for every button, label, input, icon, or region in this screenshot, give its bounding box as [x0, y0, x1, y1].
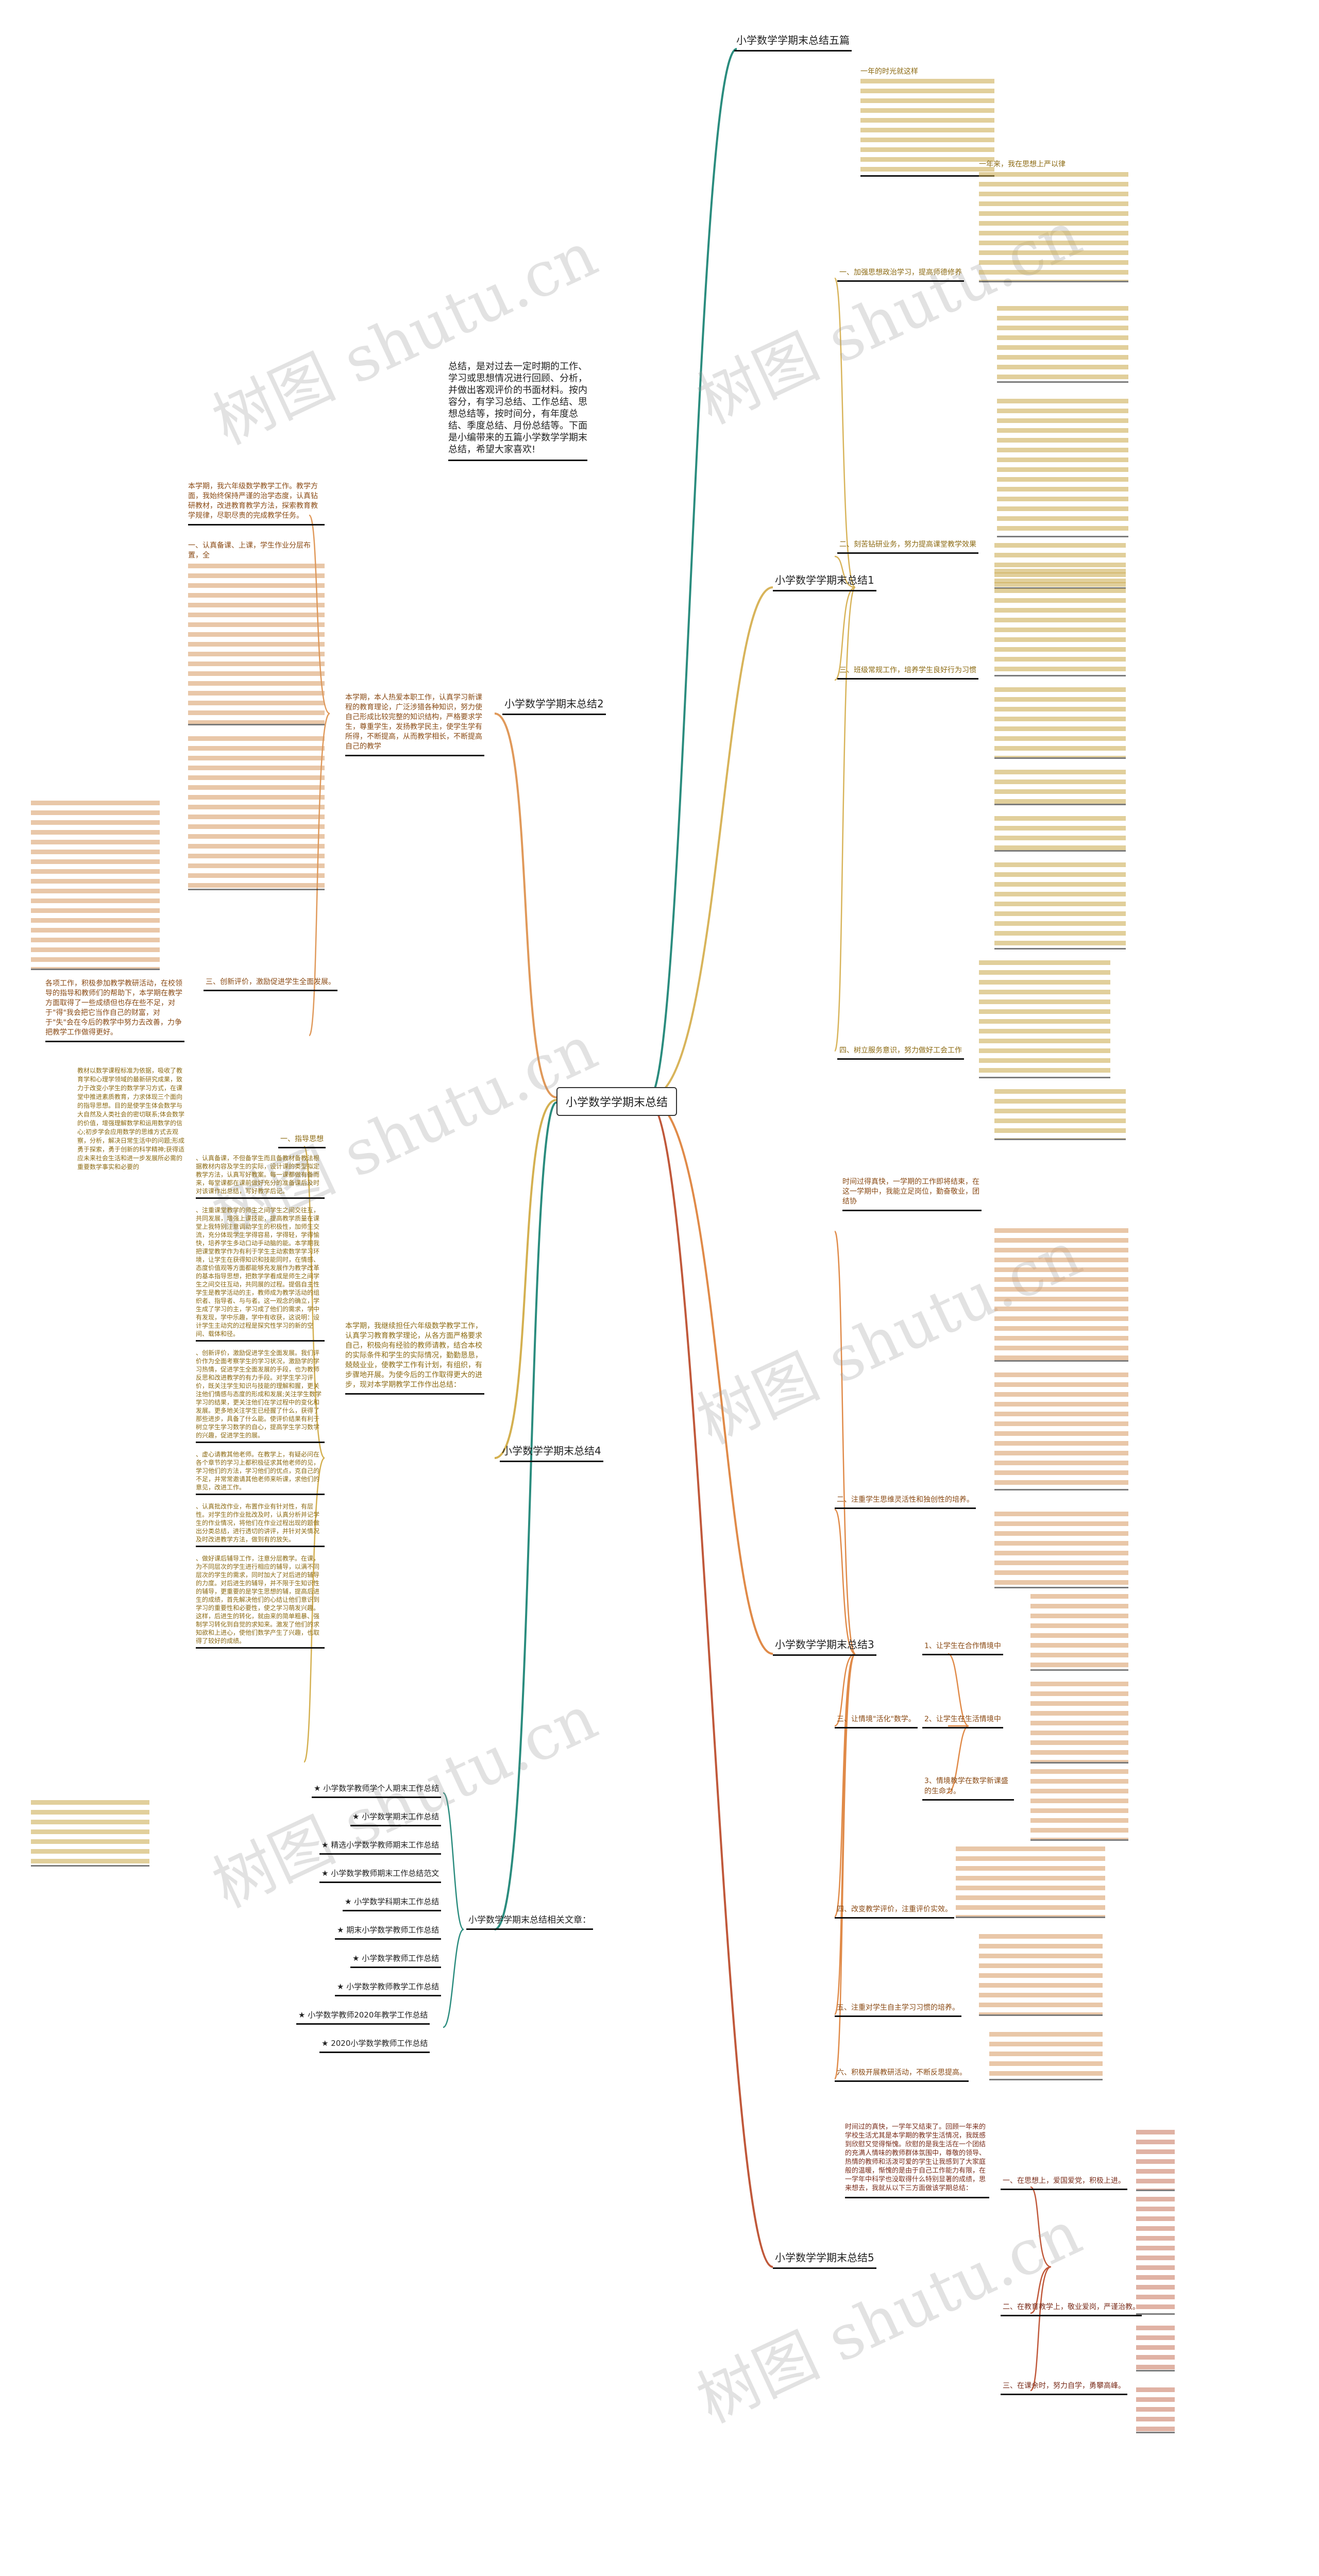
- link-b5: [649, 1101, 773, 2268]
- branch-related-articles[interactable]: 小学数学学期末总结相关文章：: [466, 1912, 593, 1930]
- b4-closing-paragraph: [31, 1798, 149, 1867]
- b4-intro: 本学期，我继续担任六年级数学教学工作，认真学习教育教学理论，从各方面严格要求自己…: [345, 1321, 484, 1395]
- branch-summary-3[interactable]: 小学数学学期末总结3: [773, 1636, 876, 1656]
- b3-sub3-item-3[interactable]: 3、情境教学在数学新课盛的生命力。: [922, 1775, 1014, 1801]
- b4-item-6: 、做好课后辅导工作，注意分层教学。在课，为不同层次的学生进行相应的辅导，以满不同…: [196, 1554, 325, 1649]
- link-related: [494, 1101, 557, 1930]
- b3-intro: 时间过得真快，一学期的工作即将结束，在这一学期中，我能立足岗位，勤奋敬业，团结协: [842, 1177, 982, 1211]
- related-article-link[interactable]: ★ 小学数学教师工作总结: [350, 1953, 442, 1968]
- b5-sub-3[interactable]: 三、在课余时，努力自学，勇攀高峰。: [1001, 2380, 1127, 2395]
- b1-sub-2[interactable]: 二、刻苦钻研业务，努力提高课堂教学效果: [837, 539, 978, 554]
- b3-paragraph: [1030, 1592, 1128, 1671]
- b3-paragraph: [1030, 1767, 1128, 1841]
- link-b1: [649, 586, 773, 1098]
- b1-paragraph: [979, 958, 1110, 1078]
- related-article-link[interactable]: ★ 小学数学科期末工作总结: [343, 1896, 442, 1911]
- intro-text: 总结，是对过去一定时期的工作、学习或思想情况进行回顾、分析，并做出客观评价的书面…: [448, 361, 587, 461]
- b2-paragraph: [188, 562, 325, 725]
- b1-sub-1[interactable]: 一、加强思想政治学习，提高师德修养: [837, 267, 964, 282]
- b4-item-4: 、虚心请教其他老师。在教学上，有疑必问在各个章节的学习上都积极征求其他老师的见，…: [196, 1450, 325, 1495]
- b1-paragraph: [994, 1087, 1126, 1140]
- b1-paragraph-start: 一年来，我在思想上严以律: [979, 160, 1066, 168]
- related-article-link[interactable]: ★ 小学数学教师教学工作总结: [335, 1981, 442, 1996]
- b5-paragraph: [1136, 2324, 1175, 2371]
- link-b4: [494, 1099, 557, 1459]
- related-article-link[interactable]: ★ 小学数学教师期末工作总结范文: [319, 1868, 442, 1883]
- b1-sub-4[interactable]: 四、树立服务意识，努力做好工会工作: [837, 1045, 964, 1060]
- b4-item-5: 、认真批改作业，布置作业有针对性，有层性。对学生的作业批改及时，认真分析并记学生…: [196, 1502, 325, 1547]
- related-article-link[interactable]: ★ 小学数学教师学个人期末工作总结: [312, 1783, 442, 1798]
- b1-paragraph: [997, 304, 1128, 383]
- b3-sub-4[interactable]: 四、改变教学评价，注重评价实效。: [835, 1904, 954, 1919]
- link-five: [649, 48, 737, 1098]
- link-b2: [494, 713, 557, 1098]
- b3-sub-2[interactable]: 二、注重学生思维灵活性和独创性的培养。: [835, 1494, 976, 1509]
- b1-paragraph: [994, 685, 1126, 759]
- b5-paragraph: [1136, 2195, 1175, 2315]
- central-topic[interactable]: 小学数学学期末总结: [556, 1087, 678, 1116]
- b2-closing: 各项工作，积极参加教学教研活动，在校领导的指导和教师们的帮助下，本学期在教学方面…: [45, 979, 184, 1042]
- b2-sub-3[interactable]: 三、创新评价，激励促进学生全面发展。: [204, 976, 337, 991]
- b4-item-2: 、注重课堂教学的师生之间学生之间交往互，共同发展，增强上课技能，提高教学质量在课…: [196, 1206, 325, 1342]
- b3-paragraph: [956, 1844, 1105, 1918]
- b4-sub-guide[interactable]: 一、指导思想: [278, 1133, 326, 1148]
- b3-sub-5[interactable]: 五、注重对学生自主学习习惯的培养。: [835, 2002, 961, 2017]
- related-article-link[interactable]: ★ 精选小学数学教师期末工作总结: [319, 1839, 442, 1855]
- b3-paragraph: [989, 2030, 1103, 2080]
- b1-paragraph: [994, 814, 1126, 852]
- b5-intro: 时间过的真快，一学年又结束了。回顾一年来的学校生活尤其是本学期的教学生活情况，我…: [845, 2123, 989, 2198]
- b3-paragraph: [979, 1932, 1103, 2016]
- b3-sub-3[interactable]: 三、让情境"活化"数学。: [835, 1714, 918, 1728]
- branch-summary-5[interactable]: 小学数学学期末总结5: [773, 2249, 876, 2269]
- branch-summary-2[interactable]: 小学数学学期末总结2: [502, 696, 606, 715]
- b2-sub-1[interactable]: 一、认真备课、上课，学生作业分层布置，全: [188, 541, 311, 560]
- b1-paragraph: [997, 397, 1128, 537]
- b2-paragraph-1: 本学期，我六年级数学教学工作。教学方面，我始终保持严谨的治学态度，认真钻研教材，…: [188, 482, 325, 526]
- b3-paragraph: [994, 1226, 1128, 1362]
- related-article-link[interactable]: ★ 小学数学教师2020年教学工作总结: [296, 2009, 430, 2025]
- b1-paragraph: [994, 860, 1126, 950]
- b4-item-list: 、认真备课，不但备学生而且备教材备教法根据教材内容及学生的实际，设计课的类型拟定…: [196, 1154, 325, 1649]
- branch-summary-4[interactable]: 小学数学学期末总结4: [500, 1443, 603, 1462]
- b4-item-1: 、认真备课，不但备学生而且备教材备教法根据教材内容及学生的实际，设计课的类型拟定…: [196, 1154, 325, 1199]
- b4-guide-text: 教材以数学课程标准为依据，吸收了教育学和心理学领域的最新研究成果，致力于改变小学…: [77, 1067, 185, 1171]
- b5-sub-1[interactable]: 一、在思想上，爱国爱党，积极上进。: [1001, 2175, 1127, 2190]
- b2-paragraph: [188, 734, 325, 890]
- b5-paragraph: [1136, 2385, 1175, 2433]
- b3-sub3-item-1[interactable]: 1、让学生在合作情境中: [922, 1640, 1003, 1655]
- b1-paragraph: [979, 170, 1128, 282]
- branch-five-articles[interactable]: 小学数学学期末总结五篇: [734, 32, 852, 52]
- branch-summary-1[interactable]: 小学数学学期末总结1: [773, 572, 876, 591]
- related-article-link[interactable]: ★ 小学数学期末工作总结: [350, 1811, 442, 1826]
- b2-paragraph: [31, 799, 160, 970]
- b3-paragraph: [994, 1510, 1128, 1588]
- b5-paragraph: [1136, 2128, 1175, 2191]
- b1-sub-3[interactable]: 三、班级常规工作，培养学生良好行为习惯: [837, 665, 978, 680]
- related-article-link[interactable]: ★ 2020小学数学教师工作总结: [319, 2038, 430, 2053]
- paragraph-start: 一年的时光就这样: [860, 67, 918, 76]
- five-intro-paragraph: 一年的时光就这样: [860, 67, 994, 177]
- link-b3: [649, 1099, 773, 1655]
- b1-paragraph: [994, 567, 1126, 676]
- b2-intro: 本学期，本人热爱本职工作，认真学习新课程的教育理论，广泛涉猎各种知识，努力使自己…: [345, 693, 484, 756]
- b5-sub-2[interactable]: 二、在教育教学上，敬业爱岗，严谨治教。: [1001, 2301, 1142, 2316]
- b1-paragraph: [994, 768, 1126, 805]
- b3-paragraph: [1030, 1680, 1128, 1764]
- b5-intro-text: 时间过的真快，一学年又结束了。回顾一年来的学校生活尤其是本学期的教学生活情况，我…: [845, 2123, 986, 2192]
- related-article-link[interactable]: ★ 期末小学数学教师工作总结: [335, 1924, 442, 1940]
- b4-item-3: 、创新评价，激励促进学生全面发展。我们评价作为全面考察学生的学习状况，激励学的学…: [196, 1349, 325, 1443]
- b3-paragraph: [994, 1370, 1128, 1490]
- b3-sub3-item-2[interactable]: 2、让学生在生活情境中: [922, 1714, 1003, 1728]
- b3-sub-6[interactable]: 六、积极开展教研活动，不断反思提高。: [835, 2067, 969, 2082]
